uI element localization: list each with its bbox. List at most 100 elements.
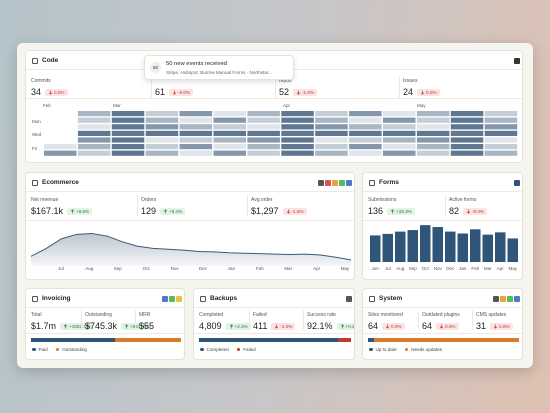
trend-arrow <box>63 323 68 328</box>
x-tick-label: Apr <box>496 266 504 271</box>
brand-icon <box>514 180 520 186</box>
legend-dot <box>200 347 204 352</box>
stat-label: Sites monitored <box>368 312 403 318</box>
arrow <box>385 324 390 329</box>
stat-separator <box>249 310 250 330</box>
month-label: May <box>417 103 426 108</box>
trend-arrow <box>385 324 390 329</box>
delta-text: +8.6% <box>76 208 90 214</box>
bar <box>407 230 418 262</box>
stat-separator <box>135 310 136 330</box>
month-label: Feb <box>43 103 51 108</box>
arrow <box>493 324 498 329</box>
stat-value: 129 <box>141 206 157 216</box>
system-panel: System Sites monitored 64 0.0% Outdated plug… <box>362 288 523 360</box>
brand-icon <box>514 296 520 302</box>
heatmap-cell <box>213 111 246 117</box>
stat-separator <box>472 310 473 330</box>
heatmap-cell <box>44 144 77 150</box>
heatmap-cell <box>179 130 213 136</box>
toast: 50 50 new events received Stripe, Hubspot,… <box>144 55 294 80</box>
trend-arrow <box>124 323 129 328</box>
stat-row: 34 0.0% <box>31 87 68 97</box>
heatmap-cell <box>111 137 145 143</box>
stat-row: 411 -1.0% <box>253 321 296 331</box>
panel-icon <box>32 58 38 64</box>
heatmap-cell <box>145 117 179 123</box>
stat-row: 61 -9.0% <box>155 87 194 97</box>
x-tick-label: Aug <box>396 266 405 271</box>
heatmap-cell <box>281 144 314 150</box>
heatmap-cell <box>315 124 348 130</box>
heatmap-cell <box>416 117 450 123</box>
heatmap-cell <box>281 150 314 156</box>
x-tick-label: Sep <box>408 266 417 271</box>
heatmap-cell <box>145 130 179 136</box>
trend-arrow <box>275 324 279 329</box>
heatmap-cell <box>450 111 484 117</box>
delta-text: +1502.7% <box>69 323 90 329</box>
x-tick-label: Feb <box>255 266 264 271</box>
heatmap-cell <box>315 144 348 150</box>
delta-text: -9.0% <box>178 89 191 95</box>
arrow <box>48 90 53 95</box>
heatmap-cell <box>416 124 450 130</box>
heatmap-cell <box>77 130 111 136</box>
stat-label: Success rate <box>307 312 336 318</box>
progress-bar <box>368 338 519 342</box>
heatmap-cell <box>484 130 518 136</box>
trend-arrow <box>163 208 168 213</box>
delta-badge: -1.6% <box>282 207 307 215</box>
panel-icon <box>369 180 375 186</box>
progress-segment <box>31 338 115 342</box>
heatmap-cell <box>247 117 280 123</box>
x-tick-label: Oct <box>421 266 429 271</box>
arrow <box>286 209 290 214</box>
bar <box>457 233 468 262</box>
heatmap-cell <box>484 117 518 123</box>
day-label: Mon <box>32 119 41 124</box>
heatmap-cell <box>450 150 484 156</box>
delta-text: +937.4% <box>130 323 149 329</box>
brand-icon <box>332 180 338 186</box>
stat-label: Failed <box>253 312 267 318</box>
panel-title: Ecommerce <box>42 179 79 186</box>
heatmap-cell <box>450 130 484 136</box>
delta-text: 0.0% <box>445 323 456 329</box>
stat-label: Net revenue <box>31 197 59 203</box>
trend-arrow <box>296 90 301 95</box>
heatmap-cell <box>179 150 213 156</box>
x-tick-label: May <box>508 266 518 271</box>
stat-value: 24 <box>403 87 414 97</box>
delta-badge: -6.0% <box>463 207 488 215</box>
x-tick-label: Mar <box>284 266 293 271</box>
delta-badge: -1.0% <box>293 88 318 96</box>
stat-row: $55 <box>139 321 154 331</box>
heatmap-cell <box>77 144 111 150</box>
heatmap <box>44 111 518 156</box>
invoicing-panel: Invoicing Total $1.7m +1502.7% Outstanding $7… <box>25 288 185 360</box>
stat-label: Issues <box>403 78 418 84</box>
stat-value: 31 <box>476 321 487 331</box>
progress-segment <box>115 338 181 342</box>
heatmap-cell <box>349 111 382 117</box>
stat-separator <box>275 76 276 98</box>
delta-badge: +19.3% <box>387 207 415 215</box>
x-tick-label: May <box>340 266 350 271</box>
bar <box>370 235 381 262</box>
legend-label: Outstanding <box>62 347 87 352</box>
stat-label: Avg.order <box>251 197 273 203</box>
x-tick-label: Feb <box>471 266 480 271</box>
divider <box>363 191 522 192</box>
heatmap-cell <box>315 137 348 143</box>
brand-icon <box>325 180 331 186</box>
toast-badge: 50 <box>150 62 161 73</box>
stat-row: 24 0.0% <box>403 87 440 97</box>
stat-value: 92.1% <box>307 321 333 331</box>
x-tick-label: Aug <box>85 266 94 271</box>
delta-text: 0.0% <box>391 323 402 329</box>
stat-row: $167.1k +8.6% <box>31 206 93 216</box>
legend: Paid Outstanding <box>32 347 87 352</box>
stat-value: 34 <box>31 87 42 97</box>
heatmap-cell <box>111 144 145 150</box>
